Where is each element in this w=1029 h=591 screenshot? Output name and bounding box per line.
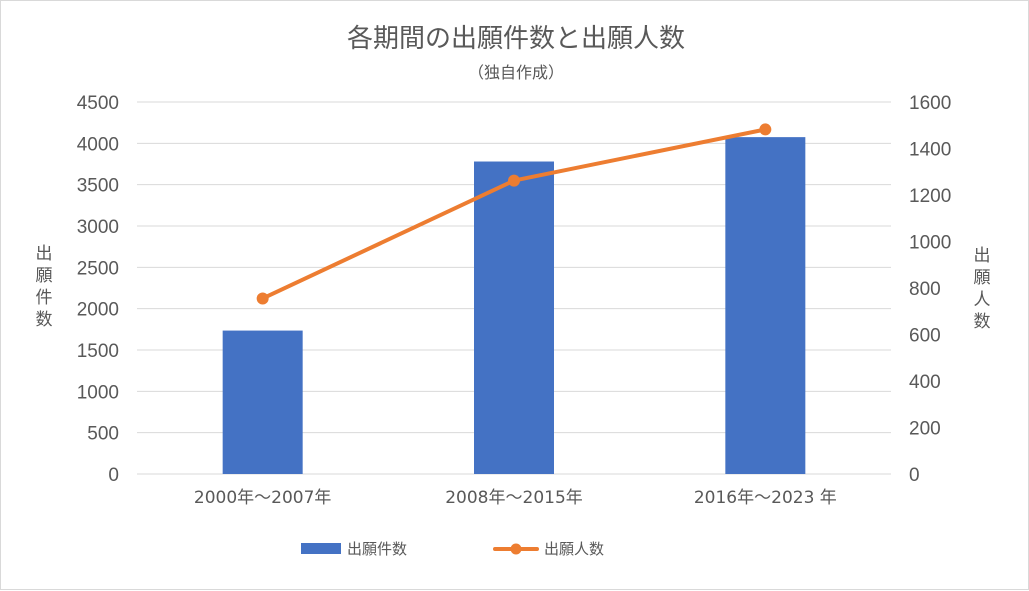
- left-tick-label: 3000: [77, 217, 119, 238]
- category-label: 2016年～2023 年: [694, 488, 837, 508]
- line-series: [256, 123, 772, 305]
- right-axis-title: 出願人数: [974, 246, 991, 332]
- right-axis-ticks: 0 200 400 600 800 1000 1200 1400 1600: [909, 93, 951, 486]
- legend-swatch-marker: [510, 543, 522, 555]
- chart-subtitle: （独自作成）: [468, 63, 564, 82]
- right-tick-label: 600: [909, 326, 941, 347]
- right-tick-label: 400: [909, 372, 941, 393]
- data-point: [508, 174, 520, 187]
- category-labels: 2000年～2007年 2008年～2015年 2016年～2023 年: [194, 488, 837, 508]
- right-tick-label: 1000: [909, 233, 951, 254]
- left-tick-label: 2500: [77, 258, 119, 279]
- left-tick-label: 1500: [77, 341, 119, 362]
- chart-title: 各期間の出願件数と出願人数: [347, 24, 685, 54]
- left-tick-label: 4500: [77, 93, 119, 114]
- legend-label-line: 出願人数: [544, 540, 604, 558]
- left-tick-label: 2000: [77, 300, 119, 321]
- right-axis-title-text: 出願人数: [974, 246, 991, 332]
- right-tick-label: 0: [909, 465, 920, 486]
- bar: [222, 330, 303, 474]
- right-tick-label: 200: [909, 419, 941, 440]
- left-tick-label: 4000: [77, 134, 119, 155]
- category-label: 2008年～2015年: [445, 488, 583, 508]
- legend-label-bar: 出願件数: [347, 540, 407, 558]
- left-tick-label: 0: [108, 465, 119, 486]
- bar: [474, 161, 554, 474]
- left-axis-title-text: 出願件数: [36, 244, 53, 330]
- left-tick-label: 500: [87, 424, 119, 445]
- right-tick-label: 800: [909, 279, 941, 300]
- legend: 出願件数 出願人数: [301, 540, 604, 558]
- left-tick-label: 3500: [77, 176, 119, 197]
- right-tick-label: 1400: [909, 140, 951, 161]
- left-axis-title: 出願件数: [36, 244, 53, 330]
- left-tick-label: 1000: [77, 382, 119, 403]
- left-axis-ticks: 0 500 1000 1500 2000 2500 3000 3500 4000 4500: [77, 93, 119, 486]
- category-label: 2000年～2007年: [194, 488, 332, 508]
- right-tick-label: 1600: [909, 93, 951, 114]
- legend-swatch-bar: [301, 543, 341, 554]
- data-point: [256, 292, 269, 305]
- bar-series: [222, 137, 806, 474]
- right-tick-label: 1200: [909, 186, 951, 207]
- data-point: [759, 123, 772, 136]
- bar: [725, 137, 806, 474]
